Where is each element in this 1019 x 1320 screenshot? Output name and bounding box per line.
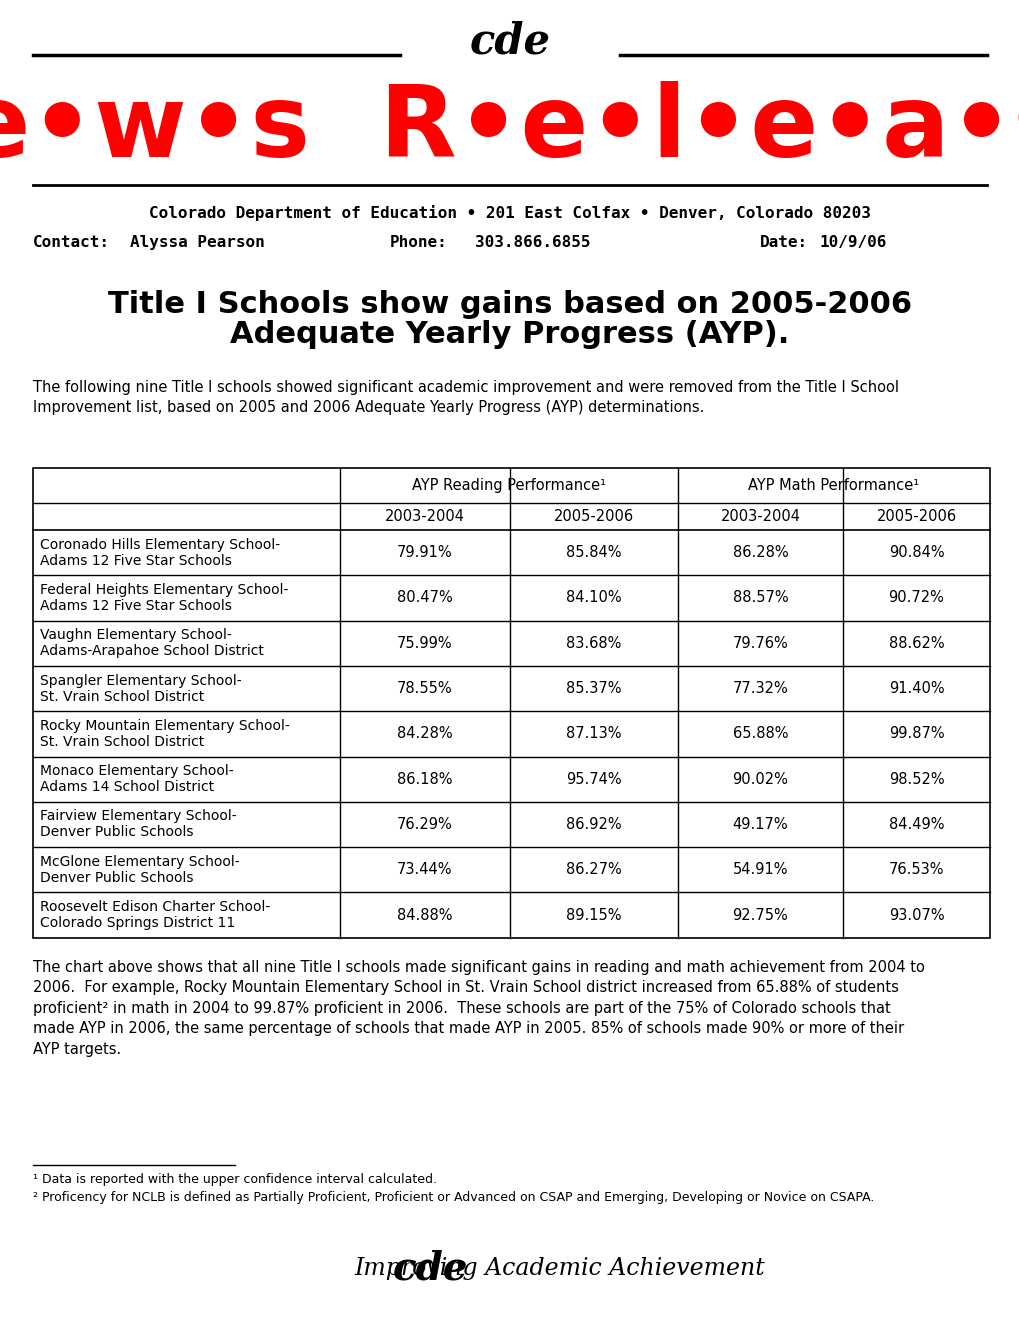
Text: 86.92%: 86.92% — [566, 817, 622, 832]
Text: The chart above shows that all nine Title I schools made significant gains in re: The chart above shows that all nine Titl… — [33, 960, 924, 1056]
Text: Monaco Elementary School-: Monaco Elementary School- — [40, 764, 233, 779]
Text: 65.88%: 65.88% — [732, 726, 788, 742]
Text: Coronado Hills Elementary School-: Coronado Hills Elementary School- — [40, 537, 280, 552]
Text: 84.28%: 84.28% — [396, 726, 452, 742]
Text: 80.47%: 80.47% — [396, 590, 452, 606]
Text: 49.17%: 49.17% — [732, 817, 788, 832]
Text: Title I Schools show gains based on 2005-2006: Title I Schools show gains based on 2005… — [108, 290, 911, 319]
Text: 89.15%: 89.15% — [566, 908, 622, 923]
Text: N•e•w•s  R•e•l•e•a•s•e: N•e•w•s R•e•l•e•a•s•e — [0, 82, 1019, 178]
Text: Adams-Arapahoe School District: Adams-Arapahoe School District — [40, 644, 264, 659]
Text: Rocky Mountain Elementary School-: Rocky Mountain Elementary School- — [40, 719, 289, 733]
Text: 88.62%: 88.62% — [888, 636, 944, 651]
Text: 85.37%: 85.37% — [566, 681, 622, 696]
Text: AYP Reading Performance¹: AYP Reading Performance¹ — [412, 478, 605, 492]
Text: 90.72%: 90.72% — [888, 590, 944, 606]
Text: Phone:: Phone: — [389, 235, 447, 249]
Text: cde: cde — [392, 1249, 468, 1287]
Text: The following nine Title I schools showed significant academic improvement and w: The following nine Title I schools showe… — [33, 380, 898, 414]
Text: Colorado Department of Education • 201 East Colfax • Denver, Colorado 80203: Colorado Department of Education • 201 E… — [149, 205, 870, 220]
Text: 79.91%: 79.91% — [396, 545, 452, 560]
Text: Fairview Elementary School-: Fairview Elementary School- — [40, 809, 236, 824]
Text: Adams 14 School District: Adams 14 School District — [40, 780, 214, 795]
Text: 78.55%: 78.55% — [396, 681, 452, 696]
Text: 88.57%: 88.57% — [732, 590, 788, 606]
Text: 303.866.6855: 303.866.6855 — [475, 235, 590, 249]
Text: Spangler Elementary School-: Spangler Elementary School- — [40, 673, 242, 688]
Text: ² Proficency for NCLB is defined as Partially Proficient, Proficient or Advanced: ² Proficency for NCLB is defined as Part… — [33, 1191, 873, 1204]
Text: Improving Academic Achievement: Improving Academic Achievement — [355, 1257, 764, 1279]
Text: 76.53%: 76.53% — [888, 862, 944, 878]
Text: Denver Public Schools: Denver Public Schools — [40, 825, 194, 840]
Text: 99.87%: 99.87% — [888, 726, 944, 742]
Text: 73.44%: 73.44% — [396, 862, 452, 878]
Text: 2005-2006: 2005-2006 — [553, 510, 634, 524]
Text: 10/9/06: 10/9/06 — [819, 235, 887, 249]
Text: 77.32%: 77.32% — [732, 681, 788, 696]
Text: ¹ Data is reported with the upper confidence interval calculated.: ¹ Data is reported with the upper confid… — [33, 1173, 436, 1185]
Text: 76.29%: 76.29% — [396, 817, 452, 832]
Text: Colorado Springs District 11: Colorado Springs District 11 — [40, 916, 235, 931]
Text: 84.49%: 84.49% — [888, 817, 944, 832]
Text: 87.13%: 87.13% — [566, 726, 622, 742]
Text: AYP Math Performance¹: AYP Math Performance¹ — [748, 478, 919, 492]
Text: 95.74%: 95.74% — [566, 772, 622, 787]
Text: St. Vrain School District: St. Vrain School District — [40, 735, 204, 748]
Text: 90.02%: 90.02% — [732, 772, 788, 787]
Text: Federal Heights Elementary School-: Federal Heights Elementary School- — [40, 583, 288, 597]
Text: 2003-2004: 2003-2004 — [719, 510, 800, 524]
Text: 79.76%: 79.76% — [732, 636, 788, 651]
Text: Adams 12 Five Star Schools: Adams 12 Five Star Schools — [40, 553, 231, 568]
Text: 92.75%: 92.75% — [732, 908, 788, 923]
Text: Denver Public Schools: Denver Public Schools — [40, 871, 194, 884]
Text: 93.07%: 93.07% — [888, 908, 944, 923]
Text: 85.84%: 85.84% — [566, 545, 622, 560]
Text: 84.88%: 84.88% — [396, 908, 452, 923]
Text: 91.40%: 91.40% — [888, 681, 944, 696]
Text: 84.10%: 84.10% — [566, 590, 622, 606]
Text: Date:: Date: — [759, 235, 807, 249]
Text: Adams 12 Five Star Schools: Adams 12 Five Star Schools — [40, 599, 231, 612]
Text: 2005-2006: 2005-2006 — [875, 510, 956, 524]
Text: Vaughn Elementary School-: Vaughn Elementary School- — [40, 628, 231, 643]
Text: 86.28%: 86.28% — [732, 545, 788, 560]
Text: Alyssa Pearson: Alyssa Pearson — [129, 235, 265, 249]
Text: McGlone Elementary School-: McGlone Elementary School- — [40, 855, 239, 869]
Text: 83.68%: 83.68% — [566, 636, 621, 651]
Text: Roosevelt Edison Charter School-: Roosevelt Edison Charter School- — [40, 900, 270, 913]
Text: 90.84%: 90.84% — [888, 545, 944, 560]
Text: Contact:: Contact: — [33, 235, 110, 249]
Text: 54.91%: 54.91% — [732, 862, 788, 878]
Text: 75.99%: 75.99% — [396, 636, 452, 651]
Text: 86.27%: 86.27% — [566, 862, 622, 878]
Text: Adequate Yearly Progress (AYP).: Adequate Yearly Progress (AYP). — [230, 319, 789, 348]
Bar — [33, 469, 989, 939]
Text: cde: cde — [469, 21, 550, 63]
Text: 98.52%: 98.52% — [888, 772, 944, 787]
Text: St. Vrain School District: St. Vrain School District — [40, 689, 204, 704]
Text: 2003-2004: 2003-2004 — [384, 510, 465, 524]
Text: 86.18%: 86.18% — [396, 772, 452, 787]
